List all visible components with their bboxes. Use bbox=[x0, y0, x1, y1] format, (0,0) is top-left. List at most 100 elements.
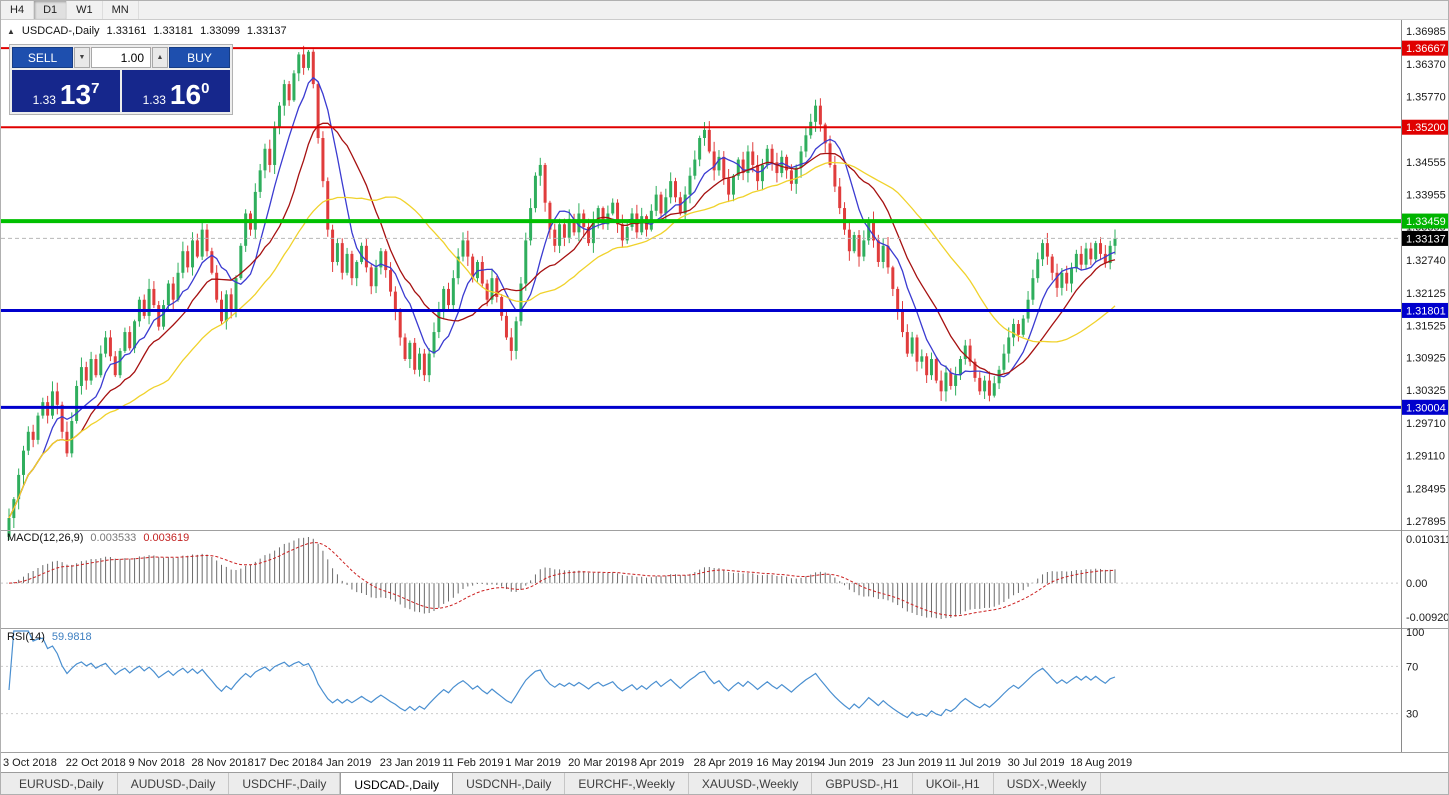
svg-text:28 Apr 2019: 28 Apr 2019 bbox=[694, 757, 753, 769]
rsi-name: RSI(14) bbox=[7, 631, 45, 643]
buy-price-big-digits: 16 bbox=[169, 79, 202, 110]
tab-usdcnh-daily[interactable]: USDCNH-,Daily bbox=[453, 773, 566, 794]
sell-button[interactable]: SELL bbox=[12, 47, 73, 68]
rsi-value: 59.9818 bbox=[51, 631, 92, 643]
tab-xauusd-weekly[interactable]: XAUUSD-,Weekly bbox=[689, 773, 813, 794]
svg-text:1.35200: 1.35200 bbox=[1406, 122, 1446, 134]
chart-symbol-title: USDCAD-,Daily bbox=[21, 25, 100, 37]
svg-text:1.33459: 1.33459 bbox=[1406, 216, 1446, 228]
svg-text:1.30925: 1.30925 bbox=[1406, 353, 1446, 365]
svg-text:9 Nov 2018: 9 Nov 2018 bbox=[129, 757, 185, 769]
svg-text:4 Jun 2019: 4 Jun 2019 bbox=[819, 757, 873, 769]
rsi-axis-100: 100 bbox=[1406, 627, 1424, 639]
svg-text:28 Nov 2018: 28 Nov 2018 bbox=[191, 757, 253, 769]
macd-signal-value: 0.003619 bbox=[143, 532, 190, 544]
buy-price-pipette: 0 bbox=[201, 80, 210, 97]
volume-down-button[interactable]: ▼ bbox=[74, 47, 90, 68]
svg-text:1.29110: 1.29110 bbox=[1406, 451, 1445, 463]
price-label-box bbox=[1402, 399, 1448, 415]
price-chart[interactable]: 1.369851.363701.357701.351551.345551.339… bbox=[1, 19, 1449, 774]
svg-text:1.35770: 1.35770 bbox=[1406, 91, 1446, 103]
macd-main-value: 0.003533 bbox=[90, 532, 137, 544]
svg-text:30 Jul 2019: 30 Jul 2019 bbox=[1008, 757, 1065, 769]
svg-text:1.33955: 1.33955 bbox=[1406, 189, 1446, 201]
svg-text:23 Jun 2019: 23 Jun 2019 bbox=[882, 757, 943, 769]
sell-price-display[interactable]: 1.33 13 7 bbox=[12, 70, 120, 112]
ohlc-low: 1.33099 bbox=[200, 25, 240, 37]
tab-usdchf-daily[interactable]: USDCHF-,Daily bbox=[229, 773, 341, 794]
date-axis[interactable]: 3 Oct 2018 22 Oct 2018 9 Nov 2018 28 Nov 20… bbox=[3, 757, 1132, 769]
timeframe-button-h4[interactable]: H4 bbox=[1, 1, 35, 19]
svg-text:1.36985: 1.36985 bbox=[1406, 26, 1446, 38]
svg-text:11 Feb 2019: 11 Feb 2019 bbox=[443, 757, 504, 769]
svg-text:1.34555: 1.34555 bbox=[1406, 157, 1446, 169]
svg-text:22 Oct 2018: 22 Oct 2018 bbox=[66, 757, 126, 769]
ohlc-open: 1.33161 bbox=[106, 25, 147, 37]
volume-up-button[interactable]: ▲ bbox=[152, 47, 168, 68]
svg-text:18 Aug 2019: 18 Aug 2019 bbox=[1070, 757, 1132, 769]
svg-text:1.29710: 1.29710 bbox=[1406, 418, 1446, 430]
tab-ukoil-h1[interactable]: UKOil-,H1 bbox=[913, 773, 994, 794]
tab-gbpusd-h1[interactable]: GBPUSD-,H1 bbox=[812, 773, 913, 794]
svg-text:1.31525: 1.31525 bbox=[1406, 320, 1446, 332]
svg-text:1.31801: 1.31801 bbox=[1406, 305, 1446, 317]
rsi-indicator-label: RSI(14) 59.9818 bbox=[7, 631, 92, 643]
sell-price-big-digits: 13 bbox=[59, 79, 92, 110]
price-label-box bbox=[1402, 213, 1448, 229]
collapse-chart-icon[interactable]: ▲ bbox=[7, 26, 15, 36]
svg-text:23 Jan 2019: 23 Jan 2019 bbox=[380, 757, 441, 769]
tab-audusd-daily[interactable]: AUDUSD-,Daily bbox=[118, 773, 230, 794]
macd-axis-zero: 0.00 bbox=[1406, 578, 1427, 590]
svg-text:1.32740: 1.32740 bbox=[1406, 255, 1446, 267]
svg-text:11 Jul 2019: 11 Jul 2019 bbox=[945, 757, 1001, 769]
svg-text:1.32125: 1.32125 bbox=[1406, 288, 1446, 300]
ohlc-close: 1.33137 bbox=[246, 25, 287, 37]
price-label-box bbox=[1402, 302, 1448, 318]
buy-price-display[interactable]: 1.33 16 0 bbox=[122, 70, 230, 112]
chart-background[interactable] bbox=[1, 19, 1449, 774]
svg-text:8 Apr 2019: 8 Apr 2019 bbox=[631, 757, 684, 769]
rsi-axis-70: 70 bbox=[1406, 661, 1418, 673]
chart-ohlc-line: ▲ USDCAD-,Daily 1.33161 1.33181 1.33099 … bbox=[7, 25, 287, 37]
buy-button[interactable]: BUY bbox=[169, 47, 230, 68]
timeframe-button-d1[interactable]: D1 bbox=[34, 1, 68, 19]
ma-line-8 bbox=[8, 76, 1116, 519]
svg-text:3 Oct 2018: 3 Oct 2018 bbox=[3, 757, 57, 769]
macd-signal-line bbox=[8, 542, 1116, 617]
sell-price-prefix: 1.33 bbox=[32, 93, 56, 107]
tab-usdcad-daily[interactable]: USDCAD-,Daily bbox=[340, 772, 454, 794]
timeframe-button-mn[interactable]: MN bbox=[103, 1, 139, 19]
tab-eurchf-weekly[interactable]: EURCHF-,Weekly bbox=[565, 773, 689, 794]
ma-line-34 bbox=[8, 161, 1116, 519]
price-label-box bbox=[1402, 40, 1448, 56]
timeframe-toolbar: H4 D1 W1 MN bbox=[1, 1, 1448, 20]
svg-text:1 Mar 2019: 1 Mar 2019 bbox=[505, 757, 561, 769]
tab-usdx-weekly[interactable]: USDX-,Weekly bbox=[994, 773, 1101, 794]
macd-axis-top: 0.010311 bbox=[1406, 534, 1449, 546]
svg-text:1.28495: 1.28495 bbox=[1406, 484, 1446, 496]
buy-price-prefix: 1.33 bbox=[142, 93, 166, 107]
svg-text:1.30325: 1.30325 bbox=[1406, 385, 1446, 397]
timeframe-button-w1[interactable]: W1 bbox=[67, 1, 103, 19]
macd-name: MACD(12,26,9) bbox=[7, 532, 84, 544]
tab-eurusd-daily[interactable]: EURUSD-,Daily bbox=[6, 773, 118, 794]
one-click-trading-panel: SELL ▼ ▲ BUY 1.33 13 7 1.33 16 0 bbox=[9, 44, 233, 115]
svg-text:1.27895: 1.27895 bbox=[1406, 516, 1446, 528]
candlestick-series bbox=[7, 45, 1117, 540]
svg-text:1.30004: 1.30004 bbox=[1406, 402, 1446, 414]
svg-text:4 Jan 2019: 4 Jan 2019 bbox=[317, 757, 371, 769]
volume-input[interactable] bbox=[91, 47, 151, 68]
svg-text:1.33137: 1.33137 bbox=[1406, 233, 1446, 245]
svg-text:1.36370: 1.36370 bbox=[1406, 59, 1446, 71]
ma-line-16 bbox=[8, 122, 1116, 519]
ohlc-high: 1.33181 bbox=[153, 25, 194, 37]
svg-text:20 Mar 2019: 20 Mar 2019 bbox=[568, 757, 630, 769]
svg-text:16 May 2019: 16 May 2019 bbox=[756, 757, 820, 769]
rsi-axis-30: 30 bbox=[1406, 709, 1418, 721]
chart-tabs: EURUSD-,Daily AUDUSD-,Daily USDCHF-,Daily U… bbox=[1, 772, 1448, 794]
price-label-box bbox=[1402, 230, 1448, 246]
rsi-line bbox=[8, 630, 1116, 719]
macd-indicator-label: MACD(12,26,9) 0.003533 0.003619 bbox=[7, 532, 189, 544]
svg-text:1.36667: 1.36667 bbox=[1406, 43, 1446, 55]
